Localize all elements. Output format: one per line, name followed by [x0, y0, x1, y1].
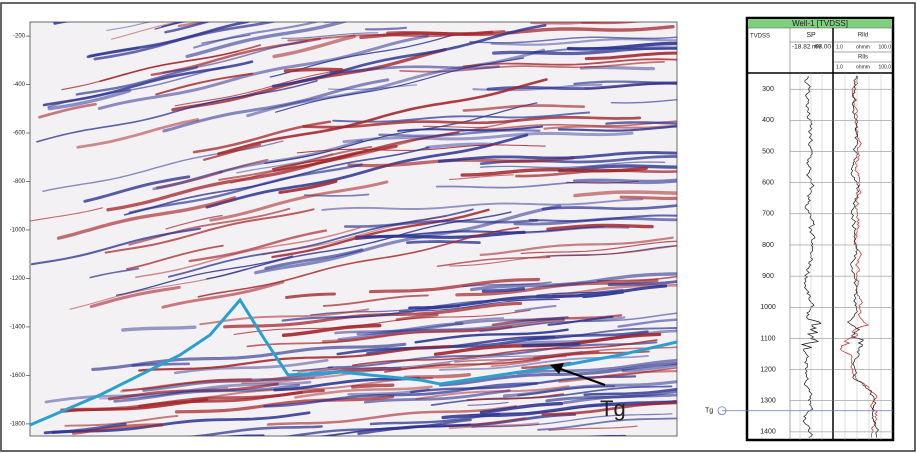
res1-scale-max: 100.0 — [878, 44, 891, 50]
res2-scale-max: 100.0 — [878, 64, 891, 70]
depth-tick-label: 1000 — [760, 304, 776, 311]
res2-scale-min: 1.0 — [836, 64, 843, 70]
res1-scale-unit: ohmm — [856, 44, 870, 50]
depth-tick-label: 400 — [762, 117, 774, 124]
depth-tick-label: 1300 — [760, 398, 776, 405]
y-tick-label: -1600 — [10, 373, 26, 379]
y-tick-label: -1200 — [10, 276, 26, 282]
y-tick-label: -1400 — [10, 325, 26, 331]
depth-tick-label: 1200 — [760, 366, 776, 373]
y-tick-label: -1000 — [10, 228, 26, 234]
y-tick-label: -1800 — [10, 421, 26, 427]
horizon-label: Tg — [600, 396, 626, 421]
sp-min: -18.82 — [792, 44, 811, 51]
figure: Tg Well-1 [TVDSS] TVDSS SP -18.82 mV 68.… — [0, 0, 917, 453]
well-panel — [747, 18, 893, 440]
depth-tick-label: 500 — [762, 148, 774, 155]
marker-label: Tg — [705, 408, 713, 415]
depth-tick-label: 800 — [762, 242, 774, 249]
sp-max: 68.00 — [815, 44, 832, 51]
reflector — [407, 242, 479, 243]
reflector — [388, 32, 492, 34]
y-tick-label: -800 — [13, 179, 26, 185]
depth-tick-label: 300 — [762, 86, 774, 93]
well-title: Well-1 [TVDSS] — [792, 19, 848, 28]
res1-header: Rlld — [858, 33, 868, 39]
depth-tick-label: 1100 — [760, 335, 775, 342]
depth-tick-label: 900 — [762, 273, 774, 280]
reflector — [353, 385, 393, 387]
depth-header: TVDSS — [750, 34, 770, 40]
y-tick-label: -400 — [13, 82, 26, 88]
reflector — [523, 344, 579, 346]
depth-tick-label: 1400 — [760, 429, 776, 436]
reflector — [286, 69, 342, 71]
res2-header: Rlls — [858, 55, 868, 61]
res2-scale-unit: ohmm — [856, 64, 870, 70]
depth-tick-label: 600 — [762, 180, 774, 187]
depth-tick-label: 700 — [762, 211, 774, 218]
sp-header: SP — [806, 32, 816, 39]
res1-scale-min: 1.0 — [836, 44, 843, 50]
y-tick-label: -600 — [13, 131, 26, 137]
y-tick-label: -200 — [13, 34, 26, 40]
